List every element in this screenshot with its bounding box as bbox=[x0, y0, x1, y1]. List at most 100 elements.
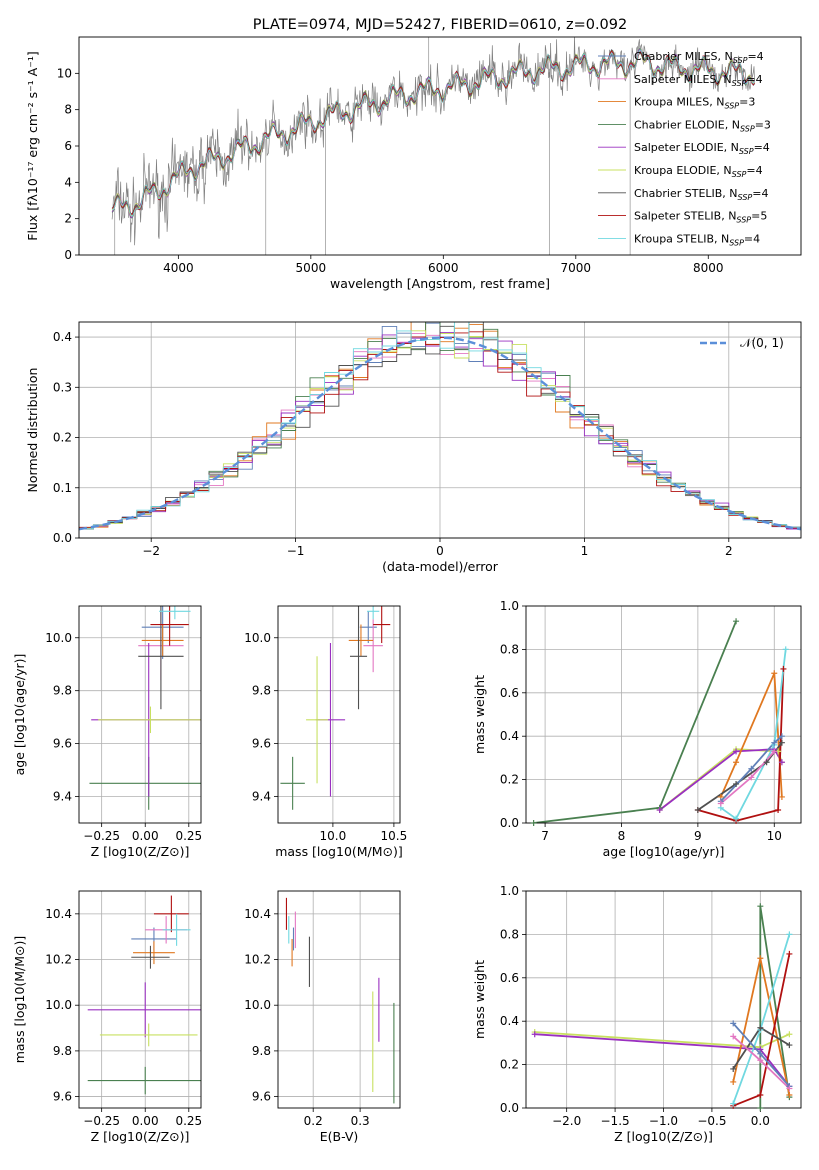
y-tick-label: 1.0 bbox=[500, 599, 519, 613]
axes-frame bbox=[525, 890, 802, 1109]
spectrum-chart: 4000 5000 6000 7000 8000 0 2 4 6 8 10 wavelength [A… bbox=[25, 36, 802, 291]
y-tick-label: 10.2 bbox=[45, 953, 72, 967]
weight-marker bbox=[694, 806, 701, 813]
x-tick-label: −0.5 bbox=[697, 1114, 726, 1128]
x-axis-label: wavelength [Angstrom, rest frame] bbox=[330, 276, 550, 291]
y-tick-label: 10.0 bbox=[45, 631, 72, 645]
weight-marker bbox=[757, 1105, 764, 1111]
x-tick-label: 4000 bbox=[163, 261, 194, 275]
y-tick-label: 2 bbox=[64, 212, 72, 226]
mass-weight-vs-metallicity-chart: −2.0 −1.5 −1.0 −0.5 0.0 0.0 0.2 0.4 0.6 0.8 1.0 Z [… bbox=[472, 884, 802, 1144]
x-tick-label: 7000 bbox=[561, 261, 592, 275]
weight-marker bbox=[763, 759, 770, 766]
weight-marker bbox=[757, 903, 764, 910]
y-tick-label: 0.4 bbox=[500, 1014, 519, 1028]
plot-area bbox=[285, 897, 395, 1104]
x-tick-label: −1.0 bbox=[649, 1114, 678, 1128]
weight-marker bbox=[786, 1085, 793, 1092]
y-tick-label: 1.0 bbox=[500, 884, 519, 898]
x-tick-label: 8000 bbox=[693, 261, 724, 275]
plot-area bbox=[280, 606, 391, 810]
plot-area bbox=[111, 37, 755, 255]
y-tick-label: 0.0 bbox=[500, 816, 519, 830]
y-tick-label: 6 bbox=[64, 139, 72, 153]
x-tick-label: −1.5 bbox=[601, 1114, 630, 1128]
legend-label: 𝒩(0, 1) bbox=[740, 336, 784, 350]
x-axis-label: Z [log10(Z/Z⊙)] bbox=[91, 1129, 190, 1144]
x-tick-label: 0.00 bbox=[132, 829, 159, 843]
y-axis-label: age [log10(age/yr)] bbox=[12, 654, 27, 776]
y-axis-label: mass weight bbox=[472, 675, 487, 754]
weight-marker bbox=[730, 1065, 737, 1072]
x-axis-label: (data-model)/error bbox=[382, 559, 499, 574]
weight-marker bbox=[778, 759, 785, 766]
y-tick-label: 10.0 bbox=[244, 631, 271, 645]
x-tick-label: 10.0 bbox=[320, 829, 347, 843]
y-tick-label: 9.4 bbox=[252, 790, 271, 804]
x-axis-label: Z [log10(Z/Z⊙)] bbox=[91, 844, 190, 859]
legend-label: Salpeter ELODIE, NSSP=4 bbox=[634, 141, 770, 156]
x-tick-label: 0.0 bbox=[751, 1114, 770, 1128]
weight-marker bbox=[733, 748, 740, 755]
y-tick-label: 0.6 bbox=[500, 971, 519, 985]
y-tick-label: 9.6 bbox=[252, 737, 271, 751]
weight-line bbox=[697, 668, 785, 822]
y-tick-label: 0.1 bbox=[53, 481, 72, 495]
y-tick-label: 0.2 bbox=[53, 431, 72, 445]
weight-marker bbox=[530, 820, 537, 826]
y-tick-label: 10 bbox=[57, 66, 72, 80]
y-tick-label: 0.4 bbox=[53, 330, 72, 344]
age-vs-metallicity-chart: −0.25 0.00 0.25 9.4 9.6 9.8 10.0 Z [log10(Z/Z⊙)… bbox=[12, 605, 202, 859]
x-tick-label: 0.00 bbox=[132, 1114, 159, 1128]
weight-line bbox=[719, 672, 783, 798]
y-tick-label: 4 bbox=[64, 175, 72, 189]
weight-marker bbox=[786, 1042, 793, 1049]
weight-marker bbox=[771, 670, 778, 677]
weight-marker bbox=[771, 739, 778, 746]
axes-frame bbox=[78, 321, 802, 539]
residual-histogram-step bbox=[79, 322, 801, 530]
y-tick-label: 0.8 bbox=[500, 642, 519, 656]
weight-marker bbox=[775, 806, 782, 813]
y-tick-label: 10.0 bbox=[244, 998, 271, 1012]
residual-histogram-step bbox=[79, 322, 801, 530]
y-tick-label: 0.0 bbox=[53, 531, 72, 545]
mass-vs-metallicity-chart: −0.25 0.00 0.25 9.6 9.8 10.0 10.2 10.4 Z [log10(… bbox=[12, 890, 202, 1144]
y-axis-label: Flux [fλ10⁻¹⁷ erg cm⁻² s⁻¹ A⁻¹] bbox=[25, 51, 40, 240]
axes-frame bbox=[525, 605, 802, 824]
y-axis-label: mass [log10(M/M⊙)] bbox=[12, 936, 27, 1064]
x-tick-label: −2.0 bbox=[552, 1114, 581, 1128]
x-tick-label: 1 bbox=[581, 544, 589, 558]
y-tick-label: 10.4 bbox=[45, 907, 72, 921]
x-tick-label: 7 bbox=[541, 829, 549, 843]
weight-marker bbox=[757, 1050, 764, 1057]
x-tick-label: 6000 bbox=[428, 261, 459, 275]
x-tick-label: 5000 bbox=[296, 261, 327, 275]
y-tick-label: 0.0 bbox=[500, 1101, 519, 1115]
weight-marker bbox=[656, 806, 663, 813]
weight-marker bbox=[786, 931, 793, 938]
weight-marker bbox=[778, 739, 785, 746]
model-spectrum-line bbox=[111, 49, 755, 218]
legend-label: Kroupa ELODIE, NSSP=4 bbox=[634, 164, 763, 179]
y-tick-label: 0.6 bbox=[500, 686, 519, 700]
y-tick-label: 0.3 bbox=[53, 380, 72, 394]
legend-label: Salpeter MILES, NSSP=4 bbox=[634, 73, 763, 88]
y-tick-label: 9.8 bbox=[53, 684, 72, 698]
x-axis-label: age [log10(age/yr)] bbox=[603, 844, 725, 859]
weight-marker bbox=[786, 1091, 793, 1098]
weight-marker bbox=[733, 780, 740, 787]
legend-label: Chabrier ELODIE, NSSP=3 bbox=[634, 118, 771, 133]
plot-area bbox=[534, 906, 791, 1108]
x-tick-label: −0.25 bbox=[83, 1114, 120, 1128]
x-tick-label: 2 bbox=[725, 544, 733, 558]
y-tick-label: 0 bbox=[64, 248, 72, 262]
x-tick-label: 10.5 bbox=[381, 829, 408, 843]
legend-label: Chabrier MILES, NSSP=4 bbox=[634, 50, 764, 65]
x-axis-label: mass [log10(M/M⊙)] bbox=[275, 844, 403, 859]
mass-vs-extinction-chart: 0.2 0.3 9.6 9.8 10.0 10.2 10.4 E(B-V) bbox=[244, 890, 401, 1144]
y-tick-label: 9.6 bbox=[53, 1090, 72, 1104]
y-tick-label: 8 bbox=[64, 103, 72, 117]
